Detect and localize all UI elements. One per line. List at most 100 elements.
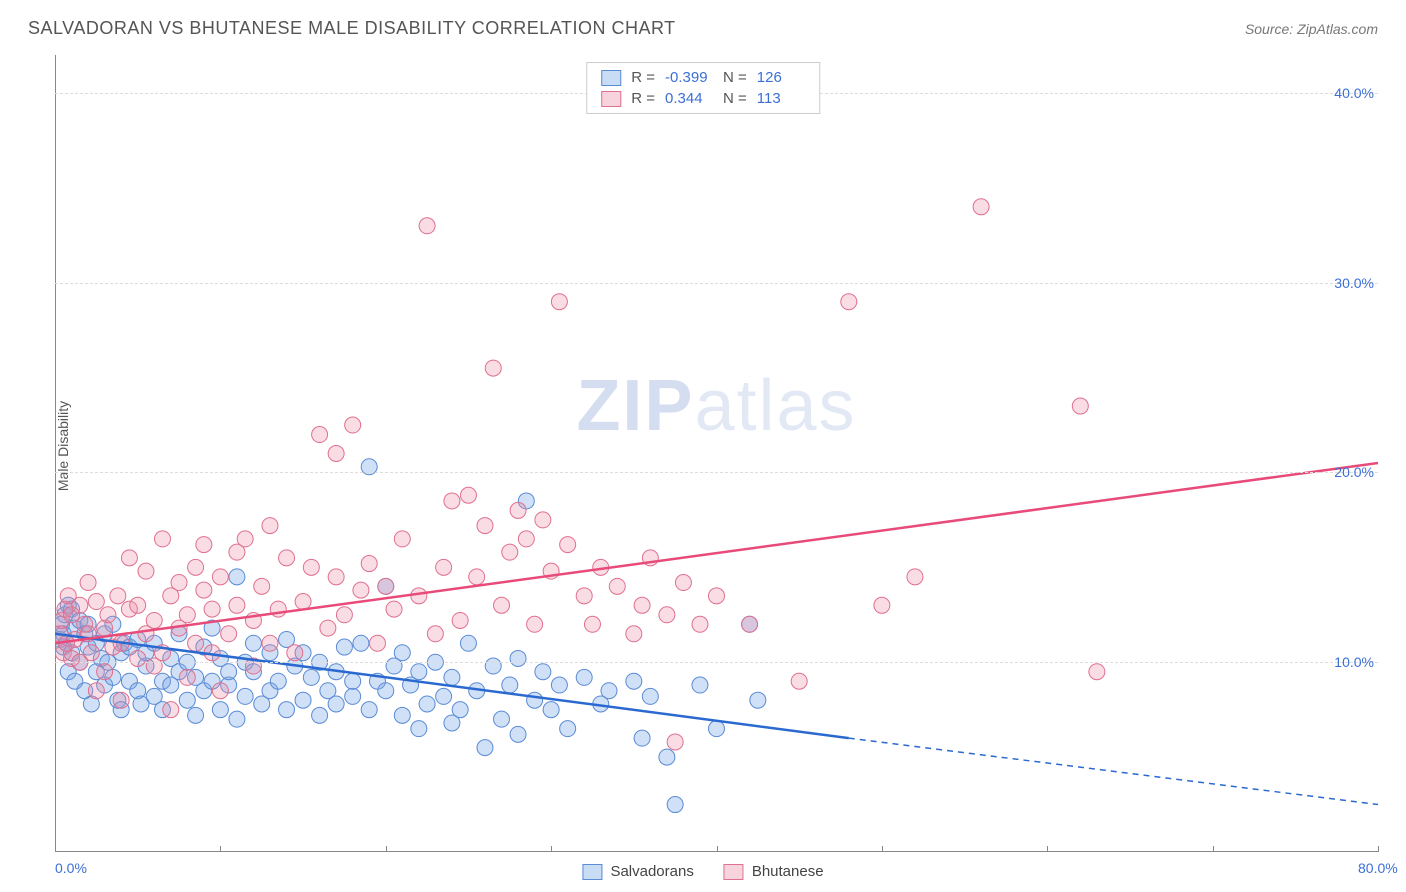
- data-point: [279, 702, 295, 718]
- data-point: [212, 569, 228, 585]
- data-point: [394, 531, 410, 547]
- data-point: [320, 620, 336, 636]
- data-point: [551, 294, 567, 310]
- data-point: [72, 597, 88, 613]
- data-point: [634, 597, 650, 613]
- data-point: [345, 688, 361, 704]
- data-point: [411, 588, 427, 604]
- r-value-salvadorans: -0.399: [665, 69, 713, 86]
- data-point: [254, 578, 270, 594]
- data-point: [477, 518, 493, 534]
- data-point: [494, 711, 510, 727]
- data-point: [634, 730, 650, 746]
- data-point: [841, 294, 857, 310]
- data-point: [750, 692, 766, 708]
- data-point: [146, 612, 162, 628]
- data-point: [601, 683, 617, 699]
- data-point: [336, 639, 352, 655]
- data-point: [88, 683, 104, 699]
- r-label: R =: [631, 90, 655, 107]
- series-legend: Salvadorans Bhutanese: [582, 863, 823, 880]
- data-point: [584, 616, 600, 632]
- stats-legend-box: R = -0.399 N = 126 R = 0.344 N = 113: [586, 62, 820, 114]
- data-point: [411, 721, 427, 737]
- data-point: [245, 635, 261, 651]
- data-point: [1089, 664, 1105, 680]
- data-point: [295, 692, 311, 708]
- data-point: [121, 550, 137, 566]
- x-tick-label: 0.0%: [55, 860, 87, 876]
- data-point: [419, 218, 435, 234]
- data-point: [179, 669, 195, 685]
- x-tick-mark: [1047, 846, 1048, 852]
- data-point: [287, 645, 303, 661]
- data-point: [973, 199, 989, 215]
- data-point: [436, 688, 452, 704]
- data-point: [460, 635, 476, 651]
- data-point: [336, 607, 352, 623]
- data-point: [312, 707, 328, 723]
- data-point: [535, 512, 551, 528]
- data-point: [527, 616, 543, 632]
- data-point: [543, 702, 559, 718]
- data-point: [229, 711, 245, 727]
- data-point: [907, 569, 923, 585]
- data-point: [518, 531, 534, 547]
- y-tick-label: 10.0%: [1334, 654, 1374, 670]
- x-tick-mark: [1378, 846, 1379, 852]
- data-point: [188, 635, 204, 651]
- data-point: [609, 578, 625, 594]
- data-point: [262, 635, 278, 651]
- data-point: [411, 664, 427, 680]
- x-tick-mark: [551, 846, 552, 852]
- data-point: [378, 578, 394, 594]
- data-point: [874, 597, 890, 613]
- data-point: [196, 582, 212, 598]
- data-point: [626, 673, 642, 689]
- data-point: [452, 612, 468, 628]
- data-point: [270, 673, 286, 689]
- data-point: [303, 559, 319, 575]
- data-point: [110, 588, 126, 604]
- data-point: [709, 588, 725, 604]
- data-point: [560, 721, 576, 737]
- data-point: [353, 635, 369, 651]
- data-point: [237, 688, 253, 704]
- y-tick-label: 30.0%: [1334, 275, 1374, 291]
- data-point: [510, 726, 526, 742]
- swatch-pink: [724, 864, 744, 880]
- data-point: [642, 688, 658, 704]
- x-tick-mark: [1213, 846, 1214, 852]
- x-tick-mark: [717, 846, 718, 852]
- data-point: [378, 683, 394, 699]
- data-point: [675, 575, 691, 591]
- data-point: [196, 537, 212, 553]
- data-point: [138, 563, 154, 579]
- data-point: [667, 734, 683, 750]
- data-point: [221, 664, 237, 680]
- stats-row-salvadorans: R = -0.399 N = 126: [587, 67, 819, 88]
- data-point: [188, 559, 204, 575]
- data-point: [163, 702, 179, 718]
- data-point: [212, 683, 228, 699]
- data-point: [113, 692, 129, 708]
- data-point: [444, 669, 460, 685]
- legend-label: Salvadorans: [610, 863, 693, 880]
- data-point: [369, 635, 385, 651]
- data-point: [427, 626, 443, 642]
- data-point: [100, 607, 116, 623]
- data-point: [485, 360, 501, 376]
- data-point: [229, 597, 245, 613]
- data-point: [204, 601, 220, 617]
- data-point: [394, 645, 410, 661]
- data-point: [221, 626, 237, 642]
- data-point: [80, 575, 96, 591]
- stats-row-bhutanese: R = 0.344 N = 113: [587, 88, 819, 109]
- n-value-salvadorans: 126: [757, 69, 805, 86]
- data-point: [510, 502, 526, 518]
- data-point: [171, 575, 187, 591]
- data-point: [345, 417, 361, 433]
- data-point: [229, 569, 245, 585]
- legend-label: Bhutanese: [752, 863, 824, 880]
- data-point: [477, 740, 493, 756]
